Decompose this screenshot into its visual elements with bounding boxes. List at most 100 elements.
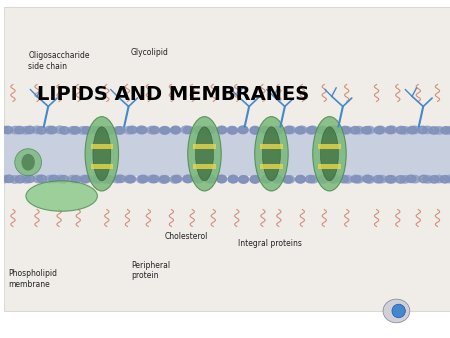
Circle shape (205, 176, 215, 183)
Ellipse shape (255, 117, 288, 191)
Circle shape (115, 127, 125, 134)
Circle shape (15, 175, 25, 183)
Circle shape (238, 126, 248, 134)
Circle shape (126, 175, 136, 183)
Text: Phospholipid
membrane: Phospholipid membrane (8, 269, 57, 289)
Circle shape (14, 126, 24, 134)
Circle shape (102, 126, 112, 134)
Circle shape (194, 126, 204, 134)
Circle shape (183, 175, 193, 183)
Circle shape (216, 126, 226, 134)
Circle shape (113, 127, 123, 134)
Circle shape (434, 175, 444, 183)
Circle shape (105, 127, 115, 134)
Circle shape (376, 126, 386, 134)
Circle shape (0, 126, 8, 134)
Ellipse shape (313, 117, 346, 191)
Circle shape (78, 127, 88, 134)
Circle shape (250, 126, 260, 134)
Circle shape (172, 175, 182, 183)
Circle shape (238, 126, 248, 134)
Circle shape (171, 127, 180, 134)
FancyBboxPatch shape (4, 130, 450, 176)
Circle shape (101, 176, 111, 183)
Circle shape (374, 175, 383, 183)
Circle shape (55, 175, 65, 183)
Circle shape (272, 175, 282, 183)
Circle shape (227, 126, 237, 134)
Circle shape (32, 126, 42, 134)
FancyBboxPatch shape (194, 164, 216, 169)
Circle shape (296, 175, 306, 183)
Circle shape (274, 127, 284, 134)
Circle shape (342, 126, 352, 134)
Circle shape (158, 176, 168, 183)
Circle shape (10, 176, 20, 183)
Circle shape (49, 175, 58, 183)
Circle shape (0, 175, 9, 183)
Circle shape (445, 127, 450, 134)
Ellipse shape (262, 127, 280, 181)
Circle shape (385, 175, 395, 183)
Circle shape (45, 126, 54, 134)
Circle shape (410, 175, 420, 183)
Circle shape (10, 126, 20, 134)
FancyBboxPatch shape (90, 164, 113, 169)
Ellipse shape (392, 304, 405, 318)
Circle shape (364, 126, 374, 134)
Circle shape (181, 126, 191, 134)
Circle shape (308, 126, 318, 134)
Circle shape (340, 126, 350, 134)
Circle shape (410, 126, 420, 134)
Circle shape (429, 127, 439, 134)
Circle shape (124, 126, 134, 134)
Circle shape (170, 176, 180, 183)
Circle shape (250, 127, 260, 134)
Circle shape (25, 126, 35, 134)
Circle shape (147, 126, 157, 134)
Circle shape (364, 176, 374, 183)
Circle shape (104, 176, 114, 183)
Circle shape (350, 126, 360, 134)
Circle shape (160, 175, 170, 183)
Circle shape (362, 127, 372, 134)
Circle shape (262, 175, 272, 183)
Circle shape (25, 175, 35, 183)
FancyBboxPatch shape (90, 144, 113, 149)
Circle shape (423, 126, 432, 134)
FancyBboxPatch shape (260, 144, 283, 149)
Circle shape (318, 176, 328, 183)
Circle shape (239, 176, 248, 183)
Circle shape (71, 175, 81, 183)
Circle shape (418, 126, 428, 134)
Circle shape (407, 126, 417, 134)
Circle shape (68, 127, 78, 134)
Circle shape (59, 175, 69, 183)
Circle shape (261, 126, 271, 134)
Circle shape (47, 126, 57, 134)
Circle shape (137, 126, 147, 134)
Circle shape (387, 126, 397, 134)
Ellipse shape (383, 299, 410, 323)
Ellipse shape (15, 149, 41, 176)
Circle shape (283, 176, 293, 183)
Circle shape (204, 127, 214, 134)
FancyBboxPatch shape (4, 7, 450, 311)
Circle shape (21, 127, 31, 134)
Circle shape (228, 175, 238, 183)
Circle shape (343, 175, 353, 183)
Text: Peripheral
protein: Peripheral protein (131, 261, 170, 280)
Circle shape (363, 175, 372, 183)
Circle shape (194, 175, 204, 183)
Circle shape (319, 175, 329, 183)
Ellipse shape (85, 117, 118, 191)
FancyBboxPatch shape (194, 144, 216, 149)
Circle shape (295, 127, 305, 134)
Circle shape (82, 127, 92, 134)
Circle shape (139, 175, 148, 183)
Circle shape (419, 175, 428, 183)
Circle shape (90, 126, 100, 134)
Circle shape (216, 175, 226, 183)
Circle shape (36, 127, 46, 134)
Circle shape (309, 175, 318, 183)
